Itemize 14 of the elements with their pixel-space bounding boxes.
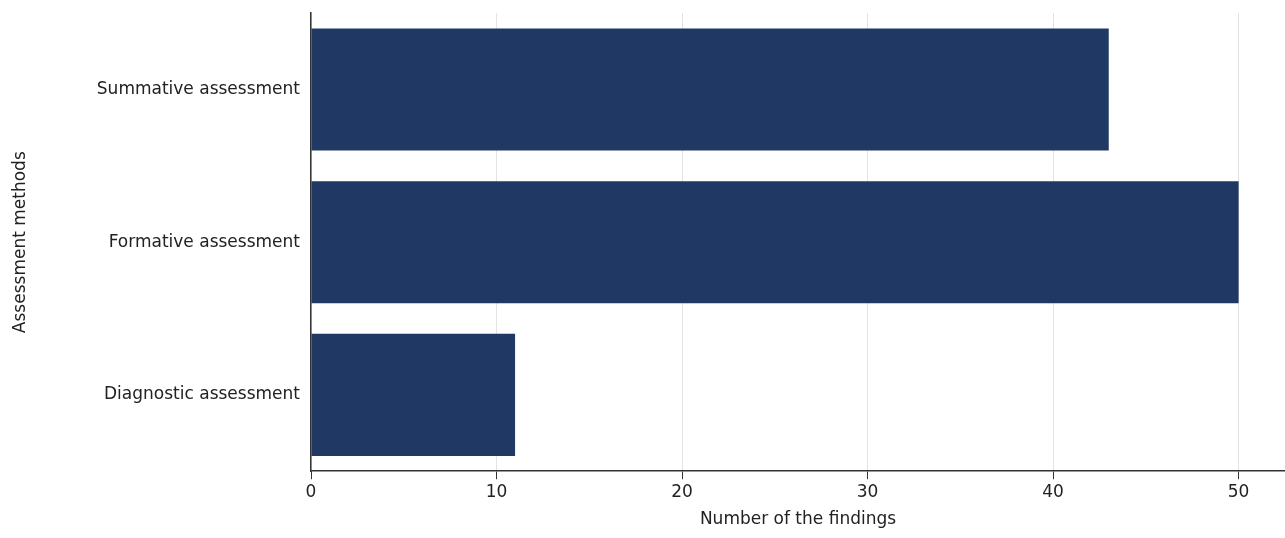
x-tick-label: 20: [671, 480, 693, 501]
y-tick-label: Formative assessment: [108, 230, 301, 251]
x-tick-label: 50: [1227, 480, 1250, 501]
bar: [311, 181, 1239, 304]
x-tick-label: 10: [485, 480, 508, 501]
y-axis-title: Assessment methods: [8, 151, 29, 334]
x-tick-label: 30: [856, 480, 879, 501]
x-tick-label: 0: [305, 480, 317, 501]
y-tick-label: Diagnostic assessment: [104, 383, 301, 404]
y-tick-label: Summative assessment: [96, 77, 301, 98]
bar: [311, 333, 516, 456]
x-axis-title: Number of the findings: [699, 508, 897, 529]
bar: [311, 28, 1109, 151]
x-tick-label: 40: [1042, 480, 1064, 501]
